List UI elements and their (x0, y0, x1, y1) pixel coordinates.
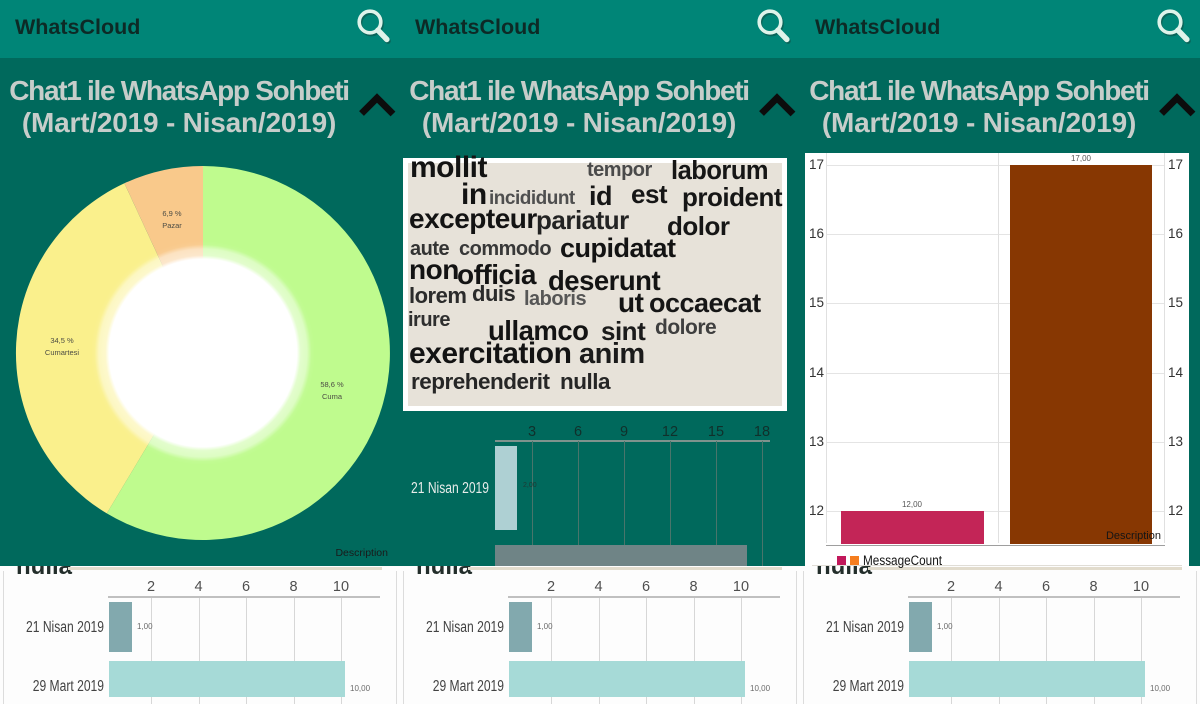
svg-text:Pazar: Pazar (162, 221, 182, 230)
svg-text:58,6 %: 58,6 % (320, 380, 344, 389)
svg-text:Cuma: Cuma (322, 392, 343, 401)
svg-text:34,5 %: 34,5 % (50, 336, 74, 345)
svg-text:Cumartesi: Cumartesi (45, 348, 80, 357)
svg-text:6,9 %: 6,9 % (162, 209, 182, 218)
